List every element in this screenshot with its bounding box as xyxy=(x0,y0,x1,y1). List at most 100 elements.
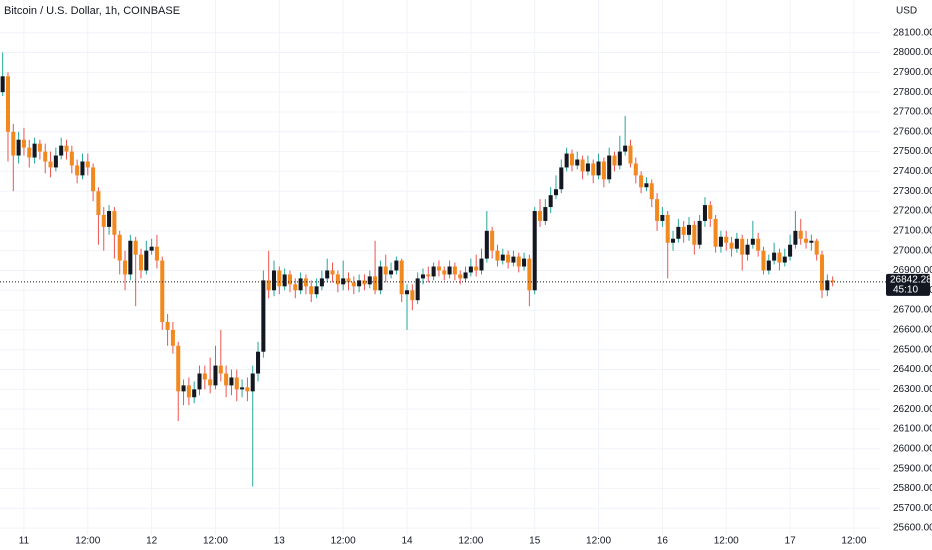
candle-body xyxy=(777,252,782,263)
candle-body xyxy=(186,385,191,398)
candle-body xyxy=(314,286,319,295)
candle-body xyxy=(804,238,809,243)
candle-body xyxy=(383,266,388,275)
candle-body xyxy=(713,218,718,247)
candle-body xyxy=(176,345,181,392)
candle-body xyxy=(373,276,378,291)
candle-body xyxy=(170,329,175,346)
candle-body xyxy=(160,260,165,322)
candle-body xyxy=(655,199,660,221)
candle-body xyxy=(596,161,601,176)
candle-body xyxy=(117,234,122,261)
candle-body xyxy=(756,238,761,251)
y-tick-label: 26100.00 xyxy=(893,424,932,435)
x-tick-label: 14 xyxy=(401,536,413,547)
candle-body xyxy=(123,260,128,275)
candle-body xyxy=(144,250,149,271)
candle-body xyxy=(745,244,750,255)
candle-body xyxy=(271,270,277,291)
grid xyxy=(0,0,880,535)
candle-body xyxy=(729,242,734,249)
candle-body xyxy=(112,211,117,235)
axes: 25600.00 25700.00 25800.00 25900.00 26000.00… xyxy=(19,27,932,546)
candle-body xyxy=(527,258,532,291)
candle-body xyxy=(809,240,814,243)
candle-body xyxy=(500,254,505,261)
candle-body xyxy=(724,236,729,243)
candle-body xyxy=(431,266,436,277)
x-tick-label: 12:00 xyxy=(458,536,483,547)
candle-body xyxy=(21,139,26,148)
candle-body xyxy=(5,76,11,132)
y-tick-label: 27300.00 xyxy=(893,186,932,197)
y-tick-label: 27900.00 xyxy=(893,67,932,78)
candle-body xyxy=(298,278,303,291)
candle-body xyxy=(293,284,298,291)
candle-body xyxy=(197,373,202,390)
candle-body xyxy=(101,214,106,227)
y-tick-label: 26500.00 xyxy=(893,344,932,355)
candle-body xyxy=(128,240,133,275)
candle-body xyxy=(569,153,574,166)
candle-body xyxy=(740,238,745,255)
y-tick-label: 27800.00 xyxy=(893,87,932,98)
candle-body xyxy=(553,189,559,196)
candle-body xyxy=(410,290,415,301)
candle-body xyxy=(474,266,479,271)
candle-body xyxy=(0,76,5,93)
candle-body xyxy=(165,321,170,330)
y-tick-label: 25700.00 xyxy=(893,503,932,514)
candle-body xyxy=(250,373,255,392)
x-tick-label: 12:00 xyxy=(331,536,356,547)
candle-body xyxy=(559,167,564,190)
candle-body xyxy=(623,145,628,152)
y-tick-label: 26200.00 xyxy=(893,404,932,415)
candle-body xyxy=(96,191,101,215)
candle-body xyxy=(404,290,410,295)
candle-body xyxy=(229,377,234,386)
candle-body xyxy=(436,266,441,271)
candle-body xyxy=(16,139,21,156)
candle-body xyxy=(261,280,266,352)
x-tick-label: 16 xyxy=(657,536,669,547)
candle-body xyxy=(154,246,159,261)
candle-body xyxy=(53,155,58,168)
candle-body xyxy=(37,143,42,152)
candle-body xyxy=(644,183,649,188)
candle-body xyxy=(330,270,335,275)
candle-body xyxy=(564,153,569,168)
candle-body xyxy=(133,240,138,255)
x-tick-label: 12:00 xyxy=(841,536,866,547)
candle-body xyxy=(107,211,112,227)
x-tick-label: 12:00 xyxy=(75,536,100,547)
candle-body xyxy=(484,230,489,259)
candle-body xyxy=(825,280,830,291)
candle-body xyxy=(479,258,484,271)
y-tick-label: 27400.00 xyxy=(893,166,932,177)
y-tick-label: 27700.00 xyxy=(893,107,932,118)
candle-body xyxy=(27,147,32,158)
candle-body xyxy=(612,155,617,166)
candle-body xyxy=(245,387,250,392)
candle-body xyxy=(138,254,144,271)
candle-body xyxy=(772,252,777,261)
candle-body xyxy=(660,214,665,221)
candle-body xyxy=(389,270,394,275)
candle-body xyxy=(202,373,207,380)
chart-title: Bitcoin / U.S. Dollar, 1h, COINBASE xyxy=(4,5,180,17)
x-tick-label: 15 xyxy=(529,536,541,547)
y-tick-label: 26400.00 xyxy=(893,364,932,375)
candle-body xyxy=(649,183,654,200)
candle-body xyxy=(532,211,537,291)
candle-body xyxy=(32,143,37,158)
y-tick-label: 28000.00 xyxy=(893,47,932,58)
y-tick-label: 27200.00 xyxy=(893,206,932,217)
candle-body xyxy=(697,220,702,245)
candle-body xyxy=(367,276,372,285)
candle-body xyxy=(420,274,425,279)
x-tick-label: 12:00 xyxy=(586,536,611,547)
candle-body xyxy=(181,385,186,392)
candle-body xyxy=(665,214,670,243)
candle-body xyxy=(415,278,420,301)
candle-body xyxy=(633,163,638,176)
